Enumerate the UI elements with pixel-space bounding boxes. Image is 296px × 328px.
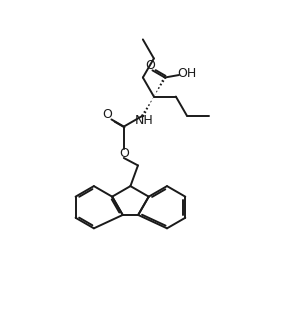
Text: O: O bbox=[146, 59, 155, 72]
Text: NH: NH bbox=[135, 114, 154, 127]
Text: O: O bbox=[102, 108, 112, 121]
Text: O: O bbox=[119, 147, 129, 160]
Text: OH: OH bbox=[178, 67, 197, 80]
